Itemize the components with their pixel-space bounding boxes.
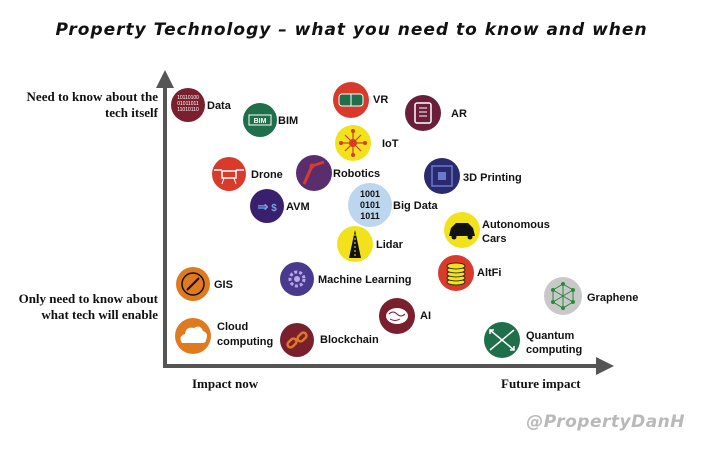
network-icon: [335, 125, 371, 161]
tech-label-lidar: Lidar: [376, 239, 403, 251]
x-axis-right-label: Future impact: [501, 376, 581, 391]
bim-icon: BIM: [243, 103, 277, 137]
lidar-icon: [337, 226, 373, 262]
big-data-icon: 1001 0101 1011: [348, 183, 392, 227]
cloud-icon: [175, 318, 211, 354]
quantum-icon: [484, 322, 520, 358]
tech-label-quantum-computing: Quantum computing: [526, 330, 583, 356]
drone-icon: [212, 157, 246, 191]
valuation-icon: ⇒ $: [250, 189, 284, 223]
tech-label-robotics: Robotics: [333, 168, 381, 180]
tech-label-cloud-computing: Cloud computing: [217, 321, 274, 348]
tech-label-vr: VR: [373, 94, 389, 106]
tech-label-data: Data: [207, 100, 231, 112]
lattice-icon: [544, 277, 582, 315]
tech-label-altfi: AltFi: [477, 267, 502, 279]
y-axis-bottom-label: Only need to know about what tech will e…: [18, 291, 158, 322]
svg-text:0101: 0101: [360, 200, 380, 210]
x-axis-arrow: [596, 357, 614, 375]
svg-text:⇒: ⇒: [258, 199, 269, 214]
credit-handle: @PropertyDanH: [526, 412, 685, 432]
tech-label-iot: IoT: [382, 138, 399, 150]
chain-icon: [280, 323, 314, 357]
tech-label-machine-learning: Machine Learning: [318, 274, 412, 286]
svg-text:$: $: [271, 203, 277, 214]
tech-label-gis: GIS: [214, 279, 233, 291]
car-icon: [444, 212, 480, 248]
brain-icon: [379, 298, 415, 334]
tech-label-blockchain: Blockchain: [320, 334, 379, 346]
svg-text:BIM: BIM: [254, 118, 267, 125]
diagram-title: Property Technology – what you need to k…: [55, 20, 648, 40]
tech-label-graphene: Graphene: [587, 292, 639, 304]
tech-label-ai: AI: [420, 310, 431, 322]
tech-label-drone: Drone: [251, 169, 283, 181]
x-axis-left-label: Impact now: [192, 376, 259, 391]
tech-label-autonomous-cars: Autonomous Cars: [482, 219, 550, 245]
tech-label-big-data: Big Data: [393, 200, 438, 212]
ar-device-icon: [405, 95, 441, 131]
y-axis-arrow: [156, 70, 174, 88]
tech-label-ar: AR: [451, 108, 467, 120]
compass-icon: [176, 267, 210, 301]
tech-label-avm: AVM: [286, 201, 310, 213]
svg-text:11010110: 11010110: [177, 107, 199, 113]
svg-text:10110100: 10110100: [177, 95, 199, 101]
svg-text:01011011: 01011011: [177, 101, 199, 107]
tech-label-bim: BIM: [278, 115, 299, 127]
vr-headset-icon: [333, 82, 369, 118]
gear-icon: [280, 262, 314, 296]
coins-icon: [438, 255, 474, 291]
printer-icon: [424, 158, 460, 194]
tech-label-3d-printing: 3D Printing: [463, 172, 522, 184]
robot-arm-icon: [296, 155, 332, 191]
binary-icon: 10110100 01011011 11010110: [171, 88, 205, 122]
svg-text:1001: 1001: [360, 189, 380, 199]
svg-text:1011: 1011: [360, 211, 380, 221]
y-axis-top-label: Need to know about the tech itself: [26, 89, 158, 120]
